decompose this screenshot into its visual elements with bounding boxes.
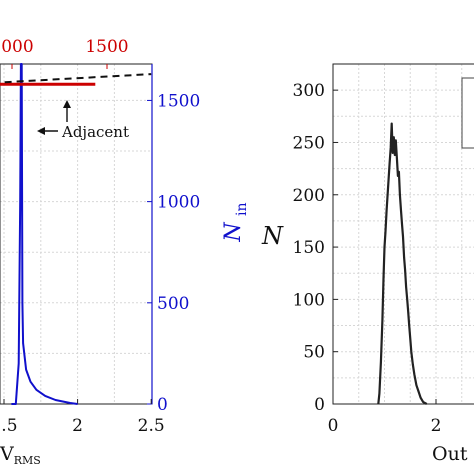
n-in-label-main: N	[221, 222, 246, 243]
right-y-tick-label: 300	[293, 81, 325, 101]
left-grid	[0, 64, 152, 404]
left-bottom-axis-ticks: 1.5 2 2.5	[0, 399, 165, 436]
left-right-tick-label: 0	[157, 395, 168, 415]
left-panel: 0 500 1000 1500 1.5 2 2.5 1000 1500 Adjacent V…	[0, 37, 250, 467]
annotation-arrow-left-icon	[37, 127, 58, 135]
left-blue-series-line	[11, 63, 78, 405]
left-top-tick-label: 1500	[85, 37, 128, 57]
left-right-axis-label: N in	[221, 203, 250, 243]
right-x-axis-label: Out	[432, 443, 468, 465]
right-y-tick-label: 50	[303, 343, 325, 363]
annotation-arrow-up-icon	[63, 100, 71, 122]
right-plot-frame	[332, 63, 474, 405]
right-y-tick-label: 100	[293, 290, 325, 310]
right-y-axis-label: N	[261, 222, 284, 250]
right-y-tick-label: 200	[293, 186, 325, 206]
left-bottom-tick-label: 2.5	[138, 416, 165, 436]
left-bottom-tick-label: 1.5	[0, 416, 18, 436]
right-y-tick-label: 0	[314, 395, 325, 415]
n-in-label-sub: in	[234, 203, 250, 217]
right-y-axis-ticks: 0 50 100 150 200 250 300	[293, 81, 338, 415]
right-y-tick-label: 250	[293, 133, 325, 153]
left-bottom-tick-label: 2	[72, 416, 83, 436]
arrow-left-head	[37, 127, 45, 135]
right-y-tick-label: 150	[293, 238, 325, 258]
right-series-group	[377, 122, 428, 405]
annotation-adjacent: Adjacent	[61, 123, 129, 141]
left-right-tick-label: 1000	[157, 193, 200, 213]
left-top-tick-label: 1000	[0, 37, 34, 57]
left-series-group	[0, 63, 152, 405]
left-x-axis-label: VRMS	[0, 443, 41, 467]
right-series-line	[377, 122, 428, 405]
right-x-tick-label: 2	[431, 416, 442, 436]
left-top-axis-ticks: 1000 1500	[0, 37, 129, 69]
left-right-axis-ticks: 0 500 1000 1500	[147, 91, 200, 415]
arrow-up-head	[63, 100, 71, 108]
left-right-tick-label: 500	[157, 294, 189, 314]
right-x-tick-label: 0	[328, 416, 339, 436]
left-right-tick-label: 1500	[157, 91, 200, 111]
right-legend-box	[461, 77, 474, 149]
